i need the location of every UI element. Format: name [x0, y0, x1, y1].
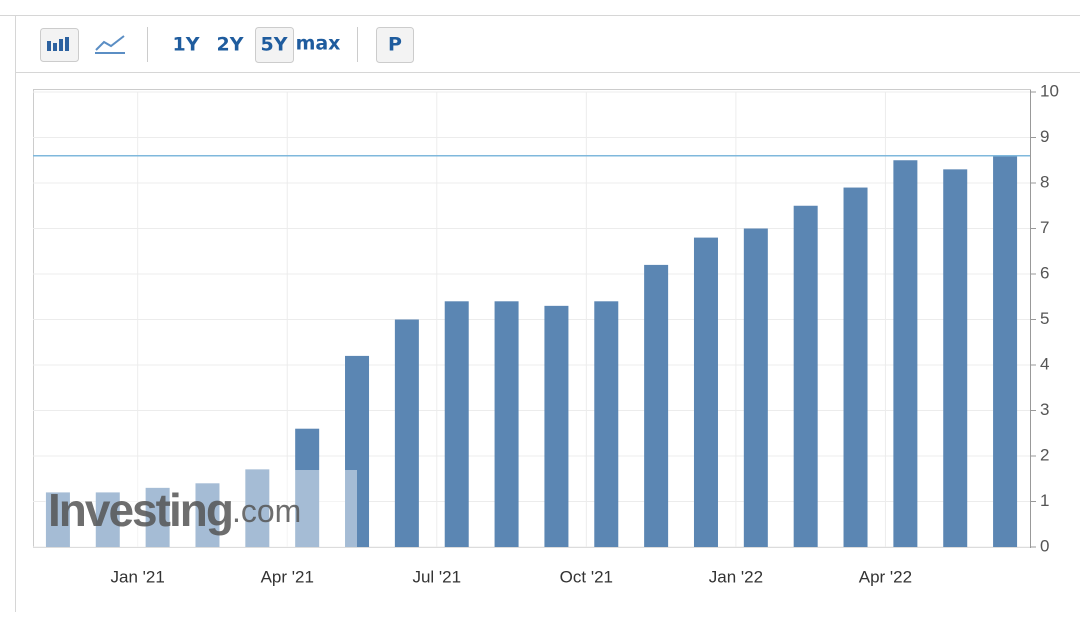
bar [843, 187, 868, 548]
y-tick-label: 8 [1040, 172, 1049, 191]
watermark: Investing.com [48, 484, 301, 536]
bar [594, 301, 619, 547]
x-tick-label: Apr '22 [859, 567, 912, 586]
bar [145, 487, 170, 547]
watermark-suffix: .com [232, 493, 301, 529]
bar [45, 492, 70, 547]
button-box [376, 27, 414, 63]
line-chart-button[interactable] [95, 35, 125, 54]
bar-chart-button[interactable] [40, 28, 79, 62]
watermark-veil [45, 470, 357, 547]
bar [993, 155, 1018, 547]
bar [245, 469, 270, 547]
y-tick-label: 9 [1040, 127, 1049, 146]
x-tick-label: Jan '21 [111, 567, 165, 586]
range-button[interactable]: 5Y [261, 34, 288, 56]
bar [295, 428, 320, 547]
x-tick-label: Jan '22 [709, 567, 763, 586]
bar [893, 160, 918, 547]
bar [195, 483, 220, 547]
y-tick-label: 4 [1040, 354, 1049, 373]
range-button[interactable]: 2Y [217, 34, 244, 56]
bar [345, 355, 370, 547]
y-tick-label: 6 [1040, 263, 1049, 282]
y-tick-label: 1 [1040, 491, 1049, 510]
icon [95, 35, 125, 51]
p-button[interactable]: P [388, 34, 402, 56]
bar [494, 301, 519, 547]
icon [53, 43, 57, 51]
x-tick-label: Oct '21 [560, 567, 613, 586]
bar [943, 169, 968, 547]
bar [444, 301, 469, 547]
icon [65, 37, 69, 51]
bar [394, 319, 419, 547]
bar [644, 264, 669, 547]
y-tick-label: 3 [1040, 400, 1049, 419]
x-tick-label: Jul '21 [412, 567, 461, 586]
icon [59, 39, 63, 51]
range-button[interactable]: 1Y [173, 34, 200, 56]
y-tick-label: 7 [1040, 218, 1049, 237]
y-tick-label: 10 [1040, 81, 1059, 100]
bar [743, 228, 768, 547]
bar [793, 205, 818, 547]
y-tick-label: 2 [1040, 445, 1049, 464]
bar [544, 305, 569, 547]
x-tick-label: Apr '21 [261, 567, 314, 586]
bar [693, 237, 718, 547]
active-button-box [255, 27, 294, 63]
y-tick-label: 5 [1040, 309, 1049, 328]
y-tick-label: 0 [1040, 536, 1049, 555]
bar [95, 492, 120, 547]
range-button[interactable]: max [296, 33, 341, 55]
watermark-brand: Investing [48, 484, 232, 536]
icon [47, 41, 51, 51]
